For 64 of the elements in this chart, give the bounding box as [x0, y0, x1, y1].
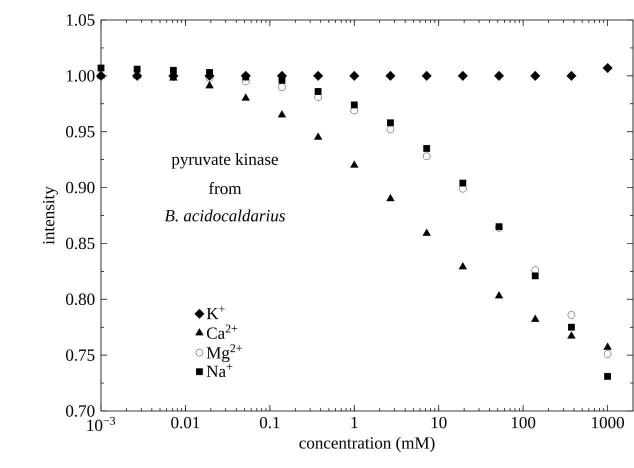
point	[349, 70, 360, 81]
point	[313, 70, 324, 81]
x-tick-label: 100	[512, 416, 536, 428]
point	[350, 160, 358, 168]
point	[567, 331, 576, 339]
point	[459, 180, 466, 186]
point	[386, 194, 395, 202]
x-tick-label: 1	[352, 416, 358, 428]
y-tick-label: 0.75	[66, 349, 94, 361]
point	[603, 342, 612, 350]
point	[278, 83, 286, 91]
y-tick-label: 0.70	[66, 405, 94, 417]
x-tick-label: 10	[432, 416, 447, 428]
y-tick-label: 1.00	[66, 70, 94, 82]
point	[205, 81, 214, 88]
annotation: B. acidocaldarius	[164, 209, 285, 222]
legend-label: K$^{+}$	[206, 306, 225, 320]
x-tick-label: 10$^{−3}$	[87, 416, 116, 432]
point	[278, 110, 286, 118]
point	[494, 291, 504, 298]
point	[530, 70, 540, 81]
x-axis-title: concentration (mM)	[299, 436, 434, 452]
point	[314, 88, 322, 95]
point	[566, 70, 576, 81]
point	[604, 350, 612, 358]
point	[532, 272, 539, 280]
point	[385, 70, 396, 81]
point	[602, 63, 613, 74]
legend-label: Na$^{+}$	[206, 364, 232, 378]
point	[423, 145, 430, 152]
point	[422, 152, 430, 160]
legend-label: Mg$^{2+}$	[206, 344, 242, 362]
annotation: from	[208, 182, 242, 194]
point	[134, 66, 141, 73]
point	[386, 126, 394, 134]
y-tick-label: 1.05	[66, 14, 94, 26]
point	[170, 66, 177, 74]
point	[350, 102, 358, 108]
point	[604, 372, 611, 380]
y-axis-title: intensity	[42, 186, 58, 244]
point	[314, 132, 322, 140]
y-tick-label: 0.95	[66, 126, 94, 138]
point	[532, 266, 539, 274]
point	[242, 74, 250, 80]
point	[387, 119, 394, 126]
point	[278, 76, 286, 84]
legend-label: Ca$^{2+}$	[206, 324, 238, 339]
point	[531, 314, 540, 322]
point	[242, 94, 250, 101]
point	[458, 262, 467, 270]
point	[422, 70, 432, 81]
annotation: pyruvate kinase	[172, 153, 278, 168]
point	[98, 64, 104, 72]
point	[422, 228, 431, 236]
point	[568, 311, 576, 319]
x-tick-label: 0.1	[260, 416, 280, 428]
point	[494, 70, 504, 81]
point	[458, 70, 468, 81]
point	[568, 324, 575, 331]
y-tick-label: 0.85	[66, 238, 94, 250]
x-tick-label: 0.01	[171, 416, 200, 428]
y-tick-label: 0.80	[66, 294, 94, 306]
y-tick-label: 0.90	[66, 182, 94, 194]
x-tick-label: 1000	[592, 416, 624, 428]
